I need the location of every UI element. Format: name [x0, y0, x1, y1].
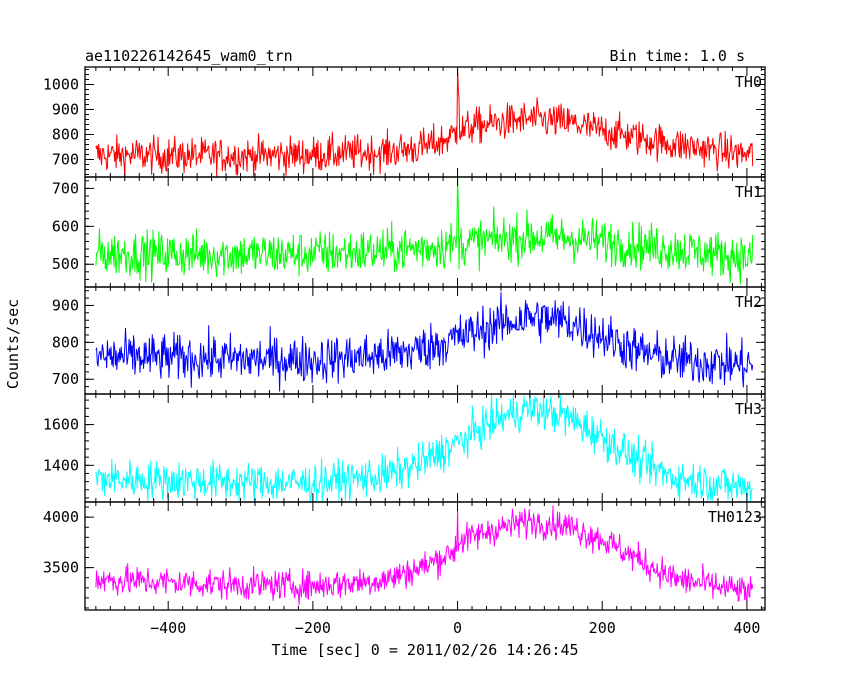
panel-label-th1: TH1	[735, 183, 762, 201]
x-axis-label: Time [sec] 0 = 2011/02/26 14:26:45	[271, 641, 578, 659]
panel-label-th0123: TH0123	[708, 508, 762, 526]
ytick-label-th0123-4000: 4000	[43, 508, 79, 526]
panel-frame-th1	[84, 176, 766, 288]
panel-label-th3: TH3	[735, 400, 762, 418]
panel-frame-th0123	[84, 501, 766, 611]
xtick-label--400: −400	[150, 619, 186, 637]
xtick-label--200: −200	[295, 619, 331, 637]
trace-th0	[95, 67, 754, 177]
y-axis-label: Counts/sec	[4, 299, 22, 389]
trace-th3	[95, 393, 754, 502]
ytick-label-th2-700: 700	[52, 370, 79, 388]
panel-label-th2: TH2	[735, 293, 762, 311]
ytick-label-th1-700: 700	[52, 179, 79, 197]
ytick-label-th2-900: 900	[52, 296, 79, 314]
xtick-label-0: 0	[453, 619, 462, 637]
chart-title: ae110226142645_wam0_trn	[85, 47, 293, 65]
ytick-label-th0-900: 900	[52, 101, 79, 119]
ytick-label-th1-500: 500	[52, 255, 79, 273]
panel-label-th0: TH0	[735, 73, 762, 91]
trace-th0123	[95, 505, 754, 606]
xtick-label-400: 400	[733, 619, 760, 637]
ytick-label-th3-1600: 1600	[43, 416, 79, 434]
panels-group: 700 800 900 1000 TH0 500 600 700 TH1 700 800 900 TH2…	[43, 66, 766, 637]
ytick-label-th0123-3500: 3500	[43, 559, 79, 577]
ytick-label-th1-600: 600	[52, 217, 79, 235]
ytick-label-th2-800: 800	[52, 333, 79, 351]
trace-th1	[95, 176, 754, 285]
ytick-label-th0-700: 700	[52, 151, 79, 169]
ytick-label-th0-800: 800	[52, 126, 79, 144]
xtick-label-200: 200	[589, 619, 616, 637]
ytick-label-th3-1400: 1400	[43, 456, 79, 474]
ytick-label-th0-1000: 1000	[43, 76, 79, 94]
trace-th2	[95, 291, 754, 392]
bin-time-label: Bin time: 1.0 s	[610, 47, 745, 65]
